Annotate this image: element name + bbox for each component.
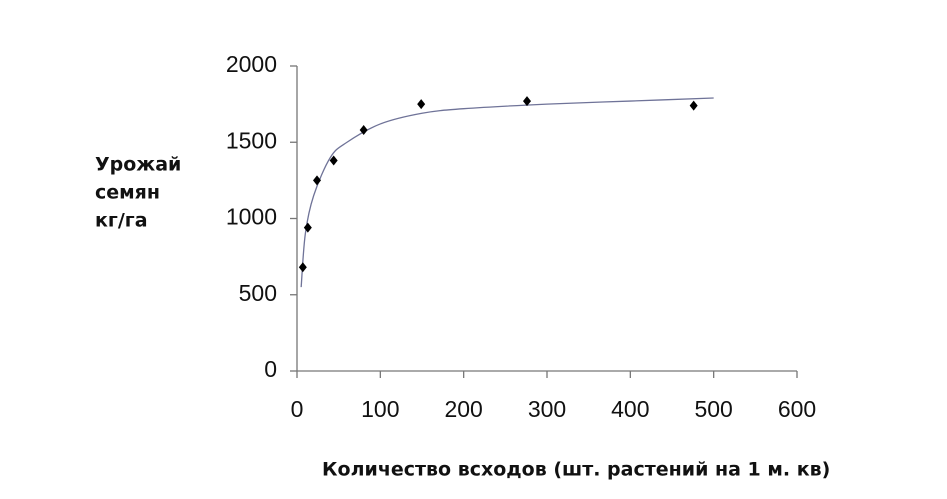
x-tick-label: 300: [528, 396, 566, 422]
data-point: [298, 262, 307, 273]
y-axis-label: кг/га: [95, 210, 148, 232]
trendline: [300, 97, 714, 288]
data-point: [313, 175, 321, 186]
data-point: [523, 96, 531, 107]
x-tick-label: 100: [361, 396, 399, 422]
data-point: [417, 99, 426, 110]
x-tick-label: 600: [778, 396, 816, 422]
data-point: [689, 100, 698, 111]
y-tick-label: 1500: [226, 127, 277, 153]
data-point: [359, 125, 368, 136]
y-tick-label: 1000: [226, 204, 277, 230]
y-axis-label: семян: [95, 182, 160, 204]
x-tick-label: 0: [291, 396, 304, 422]
y-axis-label: Урожай: [95, 154, 181, 176]
data-point: [329, 155, 338, 166]
y-tick-label: 2000: [226, 51, 277, 77]
x-tick-label: 200: [444, 396, 482, 422]
y-tick-label: 0: [264, 356, 277, 382]
x-axis-label: Количество всходов (шт. растений на 1 м.…: [322, 459, 830, 481]
x-tick-label: 400: [611, 396, 649, 422]
x-tick-label: 500: [694, 396, 732, 422]
data-point: [303, 222, 312, 233]
y-tick-label: 500: [239, 280, 277, 306]
